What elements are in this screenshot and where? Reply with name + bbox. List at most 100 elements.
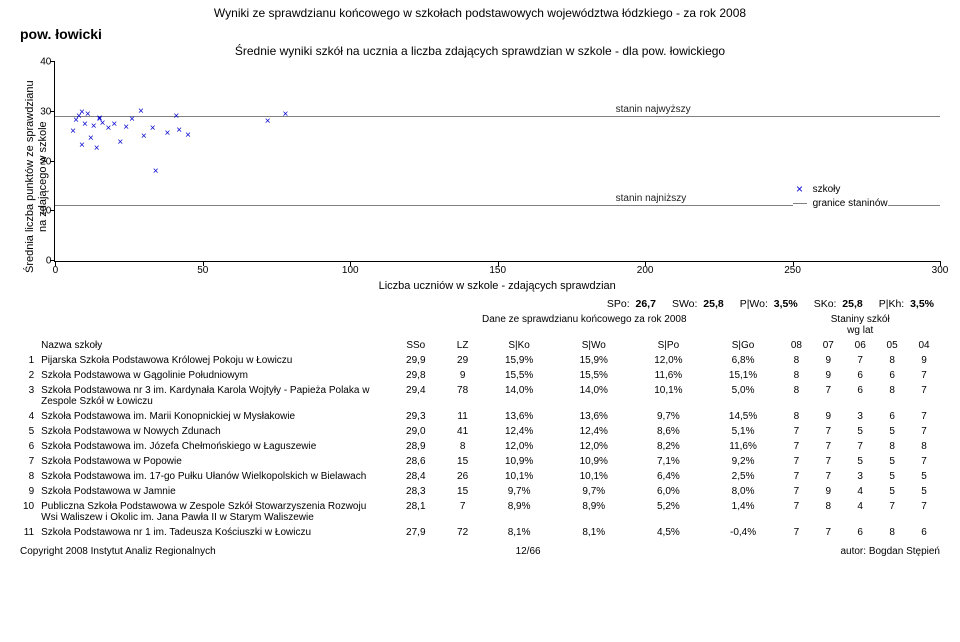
cell-value: -0,4% <box>706 525 781 540</box>
cell-value: 9 <box>443 368 481 383</box>
y-tick: 30 <box>40 106 55 117</box>
y-tick: 20 <box>40 156 55 167</box>
row-number: 5 <box>20 424 38 439</box>
school-name: Szkoła Podstawowa w Nowych Zdunach <box>38 424 388 439</box>
legend-text: szkoły <box>813 183 841 196</box>
summary-stats: SPo: 26,7 SWo: 25,8 P|Wo: 3,5% SKo: 25,8… <box>20 298 938 310</box>
table-row: 9Szkoła Podstawowa w Jamnie28,3159,7%9,7… <box>20 484 940 499</box>
col-header: S|Po <box>631 338 706 353</box>
cell-value: 8 <box>812 499 844 525</box>
cell-value: 7,1% <box>631 454 706 469</box>
cell-value: 14,5% <box>706 409 781 424</box>
cell-value: 8 <box>876 353 908 368</box>
cell-value: 8 <box>780 353 812 368</box>
cell-value: 8,9% <box>556 499 631 525</box>
cell-value: 29 <box>443 353 481 368</box>
cell-value: 28,4 <box>388 469 443 484</box>
data-point: × <box>87 135 95 143</box>
cell-value: 12,4% <box>556 424 631 439</box>
cell-value: 10,1% <box>482 469 557 484</box>
school-name: Szkoła Podstawowa im. Józefa Chełmońskie… <box>38 439 388 454</box>
cell-value: 5,2% <box>631 499 706 525</box>
table-row: 7Szkoła Podstawowa w Popowie28,61510,9%1… <box>20 454 940 469</box>
cell-value: 3 <box>844 409 876 424</box>
school-name: Szkoła Podstawowa w Popowie <box>38 454 388 469</box>
cell-value: 9 <box>908 353 940 368</box>
results-table: Nazwa szkoły Dane ze sprawdzianu końcowe… <box>20 312 940 540</box>
cell-value: 8 <box>780 368 812 383</box>
cell-value: 8,6% <box>631 424 706 439</box>
cell-value: 72 <box>443 525 481 540</box>
row-number: 9 <box>20 484 38 499</box>
col-header: 04 <box>908 338 940 353</box>
cell-value: 12,0% <box>631 353 706 368</box>
cell-value: 11,6% <box>706 439 781 454</box>
school-name: Szkoła Podstawowa im. Marii Konopnickiej… <box>38 409 388 424</box>
school-name: Szkoła Podstawowa nr 1 im. Tadeusza Kośc… <box>38 525 388 540</box>
data-point: × <box>281 111 289 119</box>
cell-value: 7 <box>780 439 812 454</box>
stat-pkh: P|Kh: 3,5% <box>879 298 934 310</box>
cell-value: 15 <box>443 484 481 499</box>
cell-value: 5 <box>844 454 876 469</box>
stat-spo: SPo: 26,7 <box>607 298 656 310</box>
school-name: Szkoła Podstawowa im. 17-go Pułku Ułanów… <box>38 469 388 484</box>
cell-value: 14,0% <box>482 383 557 409</box>
stat-swo: SWo: 25,8 <box>672 298 724 310</box>
cell-value: 26 <box>443 469 481 484</box>
data-point: × <box>184 132 192 140</box>
row-number: 10 <box>20 499 38 525</box>
cell-value: 27,9 <box>388 525 443 540</box>
cell-value: 5 <box>876 454 908 469</box>
cell-value: 14,0% <box>556 383 631 409</box>
cell-value: 6 <box>908 525 940 540</box>
data-point: × <box>122 124 130 132</box>
row-number: 1 <box>20 353 38 368</box>
data-point: × <box>81 121 89 129</box>
col-header: 06 <box>844 338 876 353</box>
cell-value: 5 <box>876 424 908 439</box>
cell-value: 5 <box>908 469 940 484</box>
cell-value: 6 <box>876 368 908 383</box>
group1-label: Dane ze sprawdzianu końcowego za rok 200… <box>388 312 780 338</box>
cell-value: 7 <box>812 454 844 469</box>
data-point: × <box>152 168 160 176</box>
cell-value: 6 <box>876 409 908 424</box>
cell-value: 7 <box>844 439 876 454</box>
cell-value: 12,0% <box>482 439 557 454</box>
data-point: × <box>264 118 272 126</box>
cell-value: 15,1% <box>706 368 781 383</box>
cell-value: 9 <box>812 368 844 383</box>
col-header: 07 <box>812 338 844 353</box>
cell-value: 1,4% <box>706 499 781 525</box>
cell-value: 78 <box>443 383 481 409</box>
cell-value: 15,5% <box>556 368 631 383</box>
cell-value: 8 <box>908 439 940 454</box>
data-point: × <box>104 125 112 133</box>
cell-value: 5,0% <box>706 383 781 409</box>
cell-value: 7 <box>780 484 812 499</box>
data-point: × <box>137 108 145 116</box>
cell-value: 28,1 <box>388 499 443 525</box>
chart: Średnia liczba punktów ze sprawdzianu na… <box>20 62 940 292</box>
table-row: 5Szkoła Podstawowa w Nowych Zdunach29,04… <box>20 424 940 439</box>
row-number: 7 <box>20 454 38 469</box>
legend: ×szkołygranice staninów <box>793 182 888 211</box>
school-name: Pijarska Szkoła Podstawowa Królowej Poko… <box>38 353 388 368</box>
stat-sko: SKo: 25,8 <box>814 298 863 310</box>
cell-value: 5 <box>876 469 908 484</box>
cell-value: 15,9% <box>556 353 631 368</box>
cell-value: 7 <box>876 499 908 525</box>
cell-value: 9 <box>812 484 844 499</box>
x-axis-label: Liczba uczniów w szkole - zdających spra… <box>54 280 940 292</box>
table-row: 2Szkoła Podstawowa w Gągolinie Południow… <box>20 368 940 383</box>
cell-value: 7 <box>780 499 812 525</box>
cell-value: 8 <box>876 525 908 540</box>
col-header: 05 <box>876 338 908 353</box>
cell-value: 13,6% <box>482 409 557 424</box>
region-title: pow. łowicki <box>20 26 940 42</box>
y-tick: 10 <box>40 206 55 217</box>
cell-value: 28,3 <box>388 484 443 499</box>
cell-value: 8 <box>443 439 481 454</box>
cell-value: 5 <box>844 424 876 439</box>
